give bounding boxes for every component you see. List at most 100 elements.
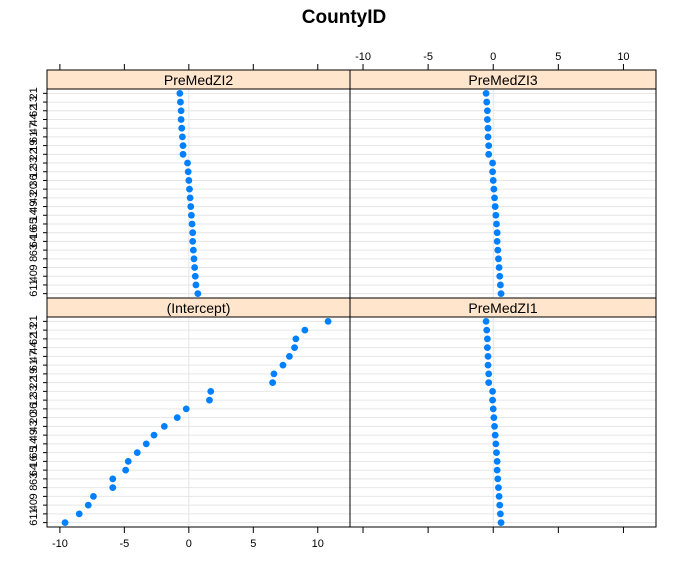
strip-label: PreMedZI2 xyxy=(164,72,233,88)
category-label: 9 xyxy=(28,264,40,270)
category-label: 14 xyxy=(28,438,40,450)
data-point xyxy=(491,203,499,210)
data-point xyxy=(492,440,500,448)
category-label: 44 xyxy=(28,113,40,125)
data-point xyxy=(496,272,504,280)
x-tick-label: -5 xyxy=(119,538,129,550)
category-label: 11 xyxy=(28,508,40,519)
category-label: 61 xyxy=(28,359,40,371)
x-tick-label: -10 xyxy=(355,51,371,63)
category-label: 12 xyxy=(28,394,40,406)
x-tick-label: 5 xyxy=(555,51,561,63)
category-label: 11 xyxy=(28,279,40,290)
data-point xyxy=(482,89,490,97)
data-point xyxy=(187,203,195,210)
data-point xyxy=(491,422,498,430)
category-label: 21 xyxy=(28,87,40,99)
data-point xyxy=(192,281,200,289)
category-label: 9 xyxy=(28,493,40,499)
data-point xyxy=(185,177,193,184)
data-point xyxy=(491,194,498,202)
category-label: 47 xyxy=(28,122,40,134)
data-point xyxy=(122,466,130,474)
category-label: 6 xyxy=(28,291,40,297)
data-point xyxy=(178,124,186,132)
data-point xyxy=(292,335,300,343)
data-point xyxy=(84,501,92,509)
data-point xyxy=(190,255,198,263)
data-point xyxy=(495,492,503,500)
x-axis-right-unlabeled xyxy=(362,527,624,533)
x-axis-right: -10 -5 0 5 10 xyxy=(355,51,630,70)
data-point xyxy=(61,519,69,527)
category-label: 63 xyxy=(28,473,40,485)
data-point xyxy=(493,220,500,228)
category-label: 44 xyxy=(28,342,40,354)
data-point xyxy=(324,317,332,325)
category-label: 47 xyxy=(28,350,40,362)
data-point xyxy=(482,317,490,325)
category-label: 64 xyxy=(28,235,40,247)
category-label: 40 xyxy=(28,270,40,282)
data-point xyxy=(188,211,195,219)
data-point xyxy=(495,264,503,271)
data-point xyxy=(177,98,184,106)
data-point xyxy=(485,150,493,158)
plot-area: (Intercept)21136244476119223312362043491… xyxy=(28,51,657,550)
category-label: 22 xyxy=(28,148,40,160)
data-point xyxy=(186,194,194,202)
data-point xyxy=(279,361,287,369)
category-label: 21 xyxy=(28,315,40,327)
data-point xyxy=(484,133,492,141)
data-point xyxy=(109,484,117,492)
data-point xyxy=(483,326,491,334)
category-label: 6 xyxy=(28,520,40,526)
data-point xyxy=(484,361,492,369)
data-point xyxy=(150,431,158,439)
data-point xyxy=(142,440,150,448)
data-point xyxy=(291,344,298,352)
data-point xyxy=(483,98,491,106)
data-point xyxy=(495,484,502,492)
data-point xyxy=(189,229,197,237)
data-point xyxy=(490,414,498,422)
panel-premedzi1: PreMedZI1 xyxy=(349,297,657,528)
data-point xyxy=(179,150,187,158)
data-point xyxy=(75,510,83,518)
data-point xyxy=(186,185,193,193)
data-point xyxy=(483,116,491,123)
data-point xyxy=(496,501,504,509)
x-tick-label: 0 xyxy=(490,51,496,63)
data-point xyxy=(494,246,502,254)
data-point xyxy=(496,281,504,289)
data-point xyxy=(491,431,499,439)
data-point xyxy=(133,449,141,457)
x-tick-label: 0 xyxy=(186,538,192,550)
panel-premedzi3: PreMedZI3 xyxy=(349,69,657,299)
x-tick-label: -10 xyxy=(52,538,68,550)
category-label: 49 xyxy=(28,429,40,441)
x-tick-label: 10 xyxy=(312,538,324,550)
category-label: 16 xyxy=(28,227,40,239)
category-label: 43 xyxy=(28,420,40,432)
data-point xyxy=(493,466,501,474)
category-label: 13 xyxy=(28,324,40,336)
data-point xyxy=(194,290,202,298)
x-tick-label: -5 xyxy=(423,51,433,63)
data-point xyxy=(483,107,491,115)
data-point xyxy=(188,220,196,228)
strip-label: PreMedZI3 xyxy=(468,72,537,88)
category-label: 62 xyxy=(28,105,40,117)
category-label: 16 xyxy=(28,455,40,467)
data-point xyxy=(493,237,501,245)
data-point xyxy=(207,387,215,395)
category-label: 8 xyxy=(28,256,40,262)
data-point xyxy=(489,387,496,395)
data-point xyxy=(493,229,501,237)
data-point xyxy=(189,246,197,254)
data-point xyxy=(177,116,185,123)
category-label: 65 xyxy=(28,447,40,459)
data-point xyxy=(160,422,168,430)
data-point xyxy=(490,185,498,193)
